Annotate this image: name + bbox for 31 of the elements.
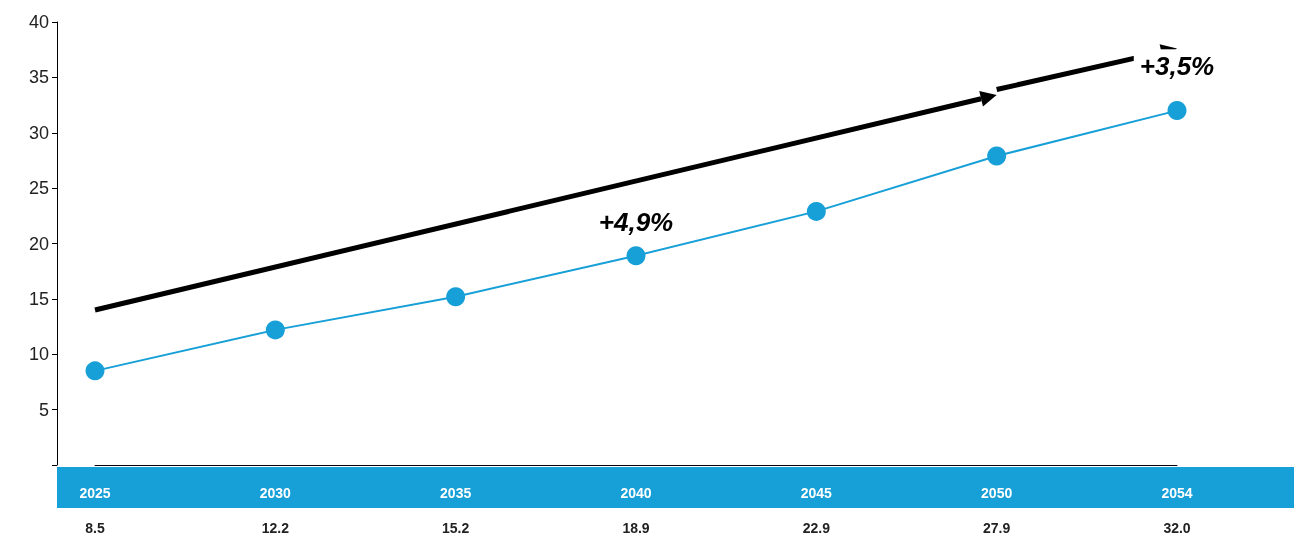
y-tick-label: 30: [28, 122, 49, 143]
x-tick-label: 2035: [440, 485, 472, 501]
y-tick-label: 10: [28, 344, 49, 365]
point: [987, 146, 1007, 166]
data-label: 32.0: [1163, 520, 1191, 536]
point: [626, 246, 646, 266]
data-label: 15.2: [442, 520, 470, 536]
point: [806, 201, 826, 221]
x-tick-label: 2040: [620, 485, 652, 501]
point: [265, 320, 285, 340]
y-tick-label: 25: [28, 178, 49, 199]
x-tick-label: 2025: [79, 485, 111, 501]
annotation: +4,9%: [598, 207, 674, 238]
annotation: +3,5%: [1139, 51, 1215, 82]
y-tick-label: 20: [28, 233, 49, 254]
data-label: 12.2: [261, 520, 290, 536]
data-label: 18.9: [622, 520, 650, 536]
x-tick-label: 2054: [1161, 485, 1193, 501]
y-tick-label: 15: [28, 288, 49, 309]
y-tick-label: 5: [38, 399, 49, 420]
x-tick-label: 2030: [259, 485, 292, 501]
point: [85, 361, 105, 381]
x-tick-label: 2045: [800, 485, 833, 501]
data-label: 27.9: [983, 520, 1011, 536]
data-label: 22.9: [802, 520, 831, 536]
x-tick-label: 2050: [981, 485, 1013, 501]
point: [446, 287, 466, 307]
y-tick-label: 35: [28, 67, 49, 88]
data-label: 8.5: [85, 520, 105, 536]
y-tick-label: 40: [28, 12, 49, 32]
point: [1167, 101, 1187, 121]
